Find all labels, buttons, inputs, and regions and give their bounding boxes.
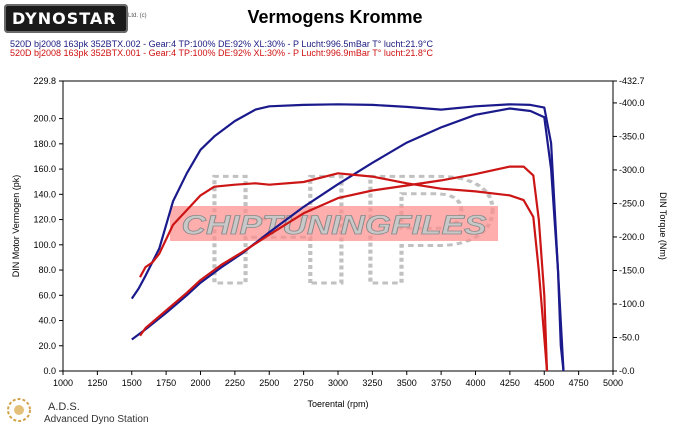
ads-logo-icon <box>7 398 31 422</box>
run-legend-1: 520D bj2008 163pk 352BTX.002 - Gear:4 TP… <box>10 39 433 49</box>
x-tick-label: 5000 <box>603 378 623 388</box>
y2-tick-label: -432.7 <box>619 76 645 86</box>
x-tick-label: 2500 <box>259 378 279 388</box>
y-tick-label: 160.0 <box>33 164 56 174</box>
x-tick-label: 2250 <box>225 378 245 388</box>
y-axis-left: 0.0 20.0 40.0 60.0 80.0 100.0 120.0 140.0 160.0 1… <box>33 76 63 376</box>
x-tick-label: 4250 <box>500 378 520 388</box>
y2-tick-label: -150.0 <box>619 265 645 275</box>
run1-torque-line <box>130 103 565 372</box>
footer-subtitle: Advanced Dyno Station <box>44 414 149 425</box>
y2-tick-label: -250.0 <box>619 198 645 208</box>
y-tick-label: 229.8 <box>33 76 56 86</box>
y-tick-label: 200.0 <box>33 114 56 124</box>
x-tick-label: 4750 <box>569 378 589 388</box>
x-tick-label: 4500 <box>534 378 554 388</box>
x-tick-label: 3000 <box>328 378 348 388</box>
y2-tick-label: -0.0 <box>619 366 635 376</box>
x-tick-label: 1250 <box>87 378 107 388</box>
x-tick-label: 3250 <box>362 378 382 388</box>
footer-brand: A.D.S. <box>48 401 80 413</box>
x-tick-label: 3750 <box>431 378 451 388</box>
series-group <box>130 103 565 372</box>
hp-watermark: HP CHIPTUNINGFILES <box>170 142 502 318</box>
y-axis-right: -0.0 -50.0 -100.0 -150.0 -200.0 -250.0 -300.0 -… <box>613 76 645 376</box>
x-tick-label: 1000 <box>53 378 73 388</box>
x-tick-label: 3500 <box>397 378 417 388</box>
logo-sub: Ltd. (c) <box>128 13 147 19</box>
chart-title: Vermogens Kromme <box>247 7 423 27</box>
y-tick-label: 60.0 <box>38 290 56 300</box>
dynostar-logo: DYNOSTAR <box>4 4 128 33</box>
y-tick-label: 40.0 <box>38 316 56 326</box>
watermark-banner <box>170 206 498 241</box>
y-axis-label: DIN Motor Vermogen (pk) <box>11 175 21 278</box>
x-tick-label: 2000 <box>190 378 210 388</box>
run2-torque-line <box>139 172 549 372</box>
y-tick-label: 20.0 <box>38 341 56 351</box>
y2-tick-label: -200.0 <box>619 232 645 242</box>
run2-power-line <box>139 165 549 372</box>
y2-axis-label: DIN Torque (Nm) <box>658 192 668 260</box>
run-legend-2: 520D bj2008 163pk 352BTX.001 - Gear:4 TP… <box>10 48 433 58</box>
x-tick-label: 2750 <box>294 378 314 388</box>
y-tick-label: 0.0 <box>43 366 56 376</box>
y2-tick-label: -300.0 <box>619 165 645 175</box>
y-tick-label: 100.0 <box>33 240 56 250</box>
y2-tick-label: -400.0 <box>619 98 645 108</box>
y-tick-label: 180.0 <box>33 139 56 149</box>
y-tick-label: 140.0 <box>33 189 56 199</box>
x-tick-label: 4000 <box>465 378 485 388</box>
y-tick-label: 120.0 <box>33 215 56 225</box>
x-tick-label: 1500 <box>122 378 142 388</box>
x-axis-label: Toerental (rpm) <box>307 399 368 409</box>
run1-power-line <box>131 107 565 372</box>
x-axis: 1000 1250 1500 1750 2000 2250 2500 2750 3000 3250… <box>53 371 623 388</box>
y-tick-label: 80.0 <box>38 265 56 275</box>
y2-tick-label: -100.0 <box>619 299 645 309</box>
x-tick-label: 1750 <box>156 378 176 388</box>
logo-text: DYNOSTAR <box>12 9 117 28</box>
watermark-text: CHIPTUNINGFILES <box>182 210 487 240</box>
y2-tick-label: -50.0 <box>619 332 640 342</box>
y2-tick-label: -350.0 <box>619 131 645 141</box>
